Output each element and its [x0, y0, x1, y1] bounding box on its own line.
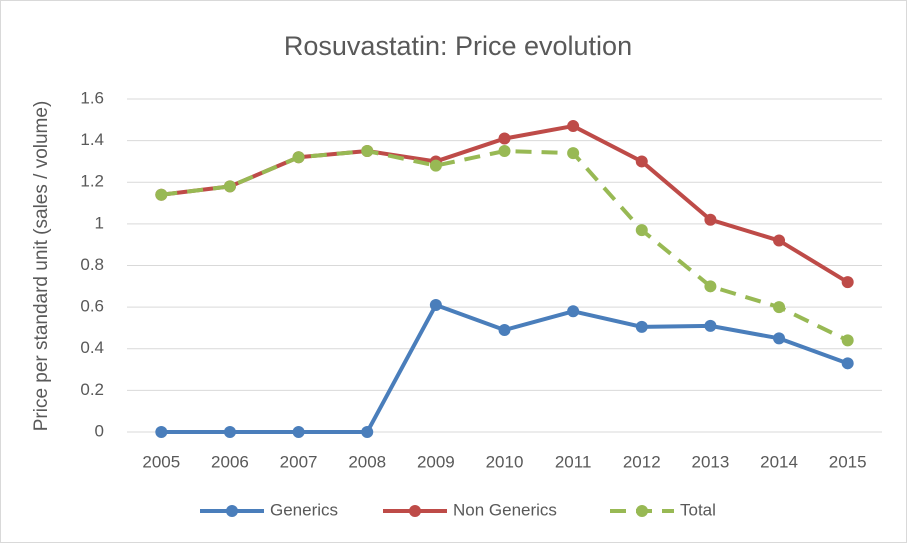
x-tick-label: 2014: [760, 452, 798, 471]
marker: [635, 320, 648, 333]
x-tick-label: 2006: [211, 452, 249, 471]
marker: [704, 213, 717, 226]
y-tick-label: 0.2: [80, 380, 104, 399]
y-tick-label: 1.2: [80, 172, 104, 191]
legend-label: Non Generics: [453, 500, 557, 519]
x-tick-label: 2015: [829, 452, 867, 471]
marker: [155, 426, 168, 438]
marker: [292, 151, 305, 164]
legend-label: Total: [680, 500, 716, 519]
y-tick-label: 1.6: [80, 88, 104, 107]
chart-title: Rosuvastatin: Price evolution: [284, 31, 632, 61]
marker: [567, 147, 580, 160]
marker: [292, 426, 305, 438]
marker: [429, 299, 442, 312]
marker: [841, 334, 854, 347]
marker: [773, 301, 786, 314]
marker: [635, 224, 648, 237]
marker: [361, 426, 374, 438]
y-tick-label: 0.6: [80, 297, 104, 316]
marker: [361, 145, 374, 158]
marker: [773, 332, 786, 345]
x-tick-label: 2012: [623, 452, 661, 471]
x-tick-label: 2008: [348, 452, 386, 471]
marker: [704, 319, 717, 332]
x-tick-label: 2007: [280, 452, 318, 471]
x-tick-label: 2011: [555, 452, 592, 471]
marker: [498, 132, 511, 145]
marker: [704, 280, 717, 293]
marker: [498, 145, 511, 158]
x-tick-label: 2005: [142, 452, 180, 471]
y-tick-label: 0.8: [80, 255, 104, 274]
marker: [635, 155, 648, 168]
marker: [223, 180, 236, 193]
y-tick-label: 0.4: [80, 338, 104, 357]
x-tick-label: 2009: [417, 452, 455, 471]
marker: [567, 305, 580, 318]
legend-marker: [636, 505, 648, 517]
marker: [223, 426, 236, 438]
marker: [841, 357, 854, 370]
marker: [155, 188, 168, 201]
marker: [773, 234, 786, 247]
x-tick-label: 2013: [691, 452, 729, 471]
y-axis-label: Price per standard unit (sales / volume): [31, 101, 52, 432]
marker: [498, 324, 511, 337]
legend-label: Generics: [270, 500, 338, 519]
marker: [429, 159, 442, 172]
y-tick-label: 0: [95, 421, 104, 440]
y-tick-label: 1: [95, 213, 104, 232]
x-tick-label: 2010: [486, 452, 524, 471]
marker: [567, 120, 580, 133]
legend-marker: [409, 505, 421, 517]
marker: [841, 276, 854, 289]
y-tick-label: 1.4: [80, 130, 104, 149]
legend-marker: [226, 505, 238, 517]
